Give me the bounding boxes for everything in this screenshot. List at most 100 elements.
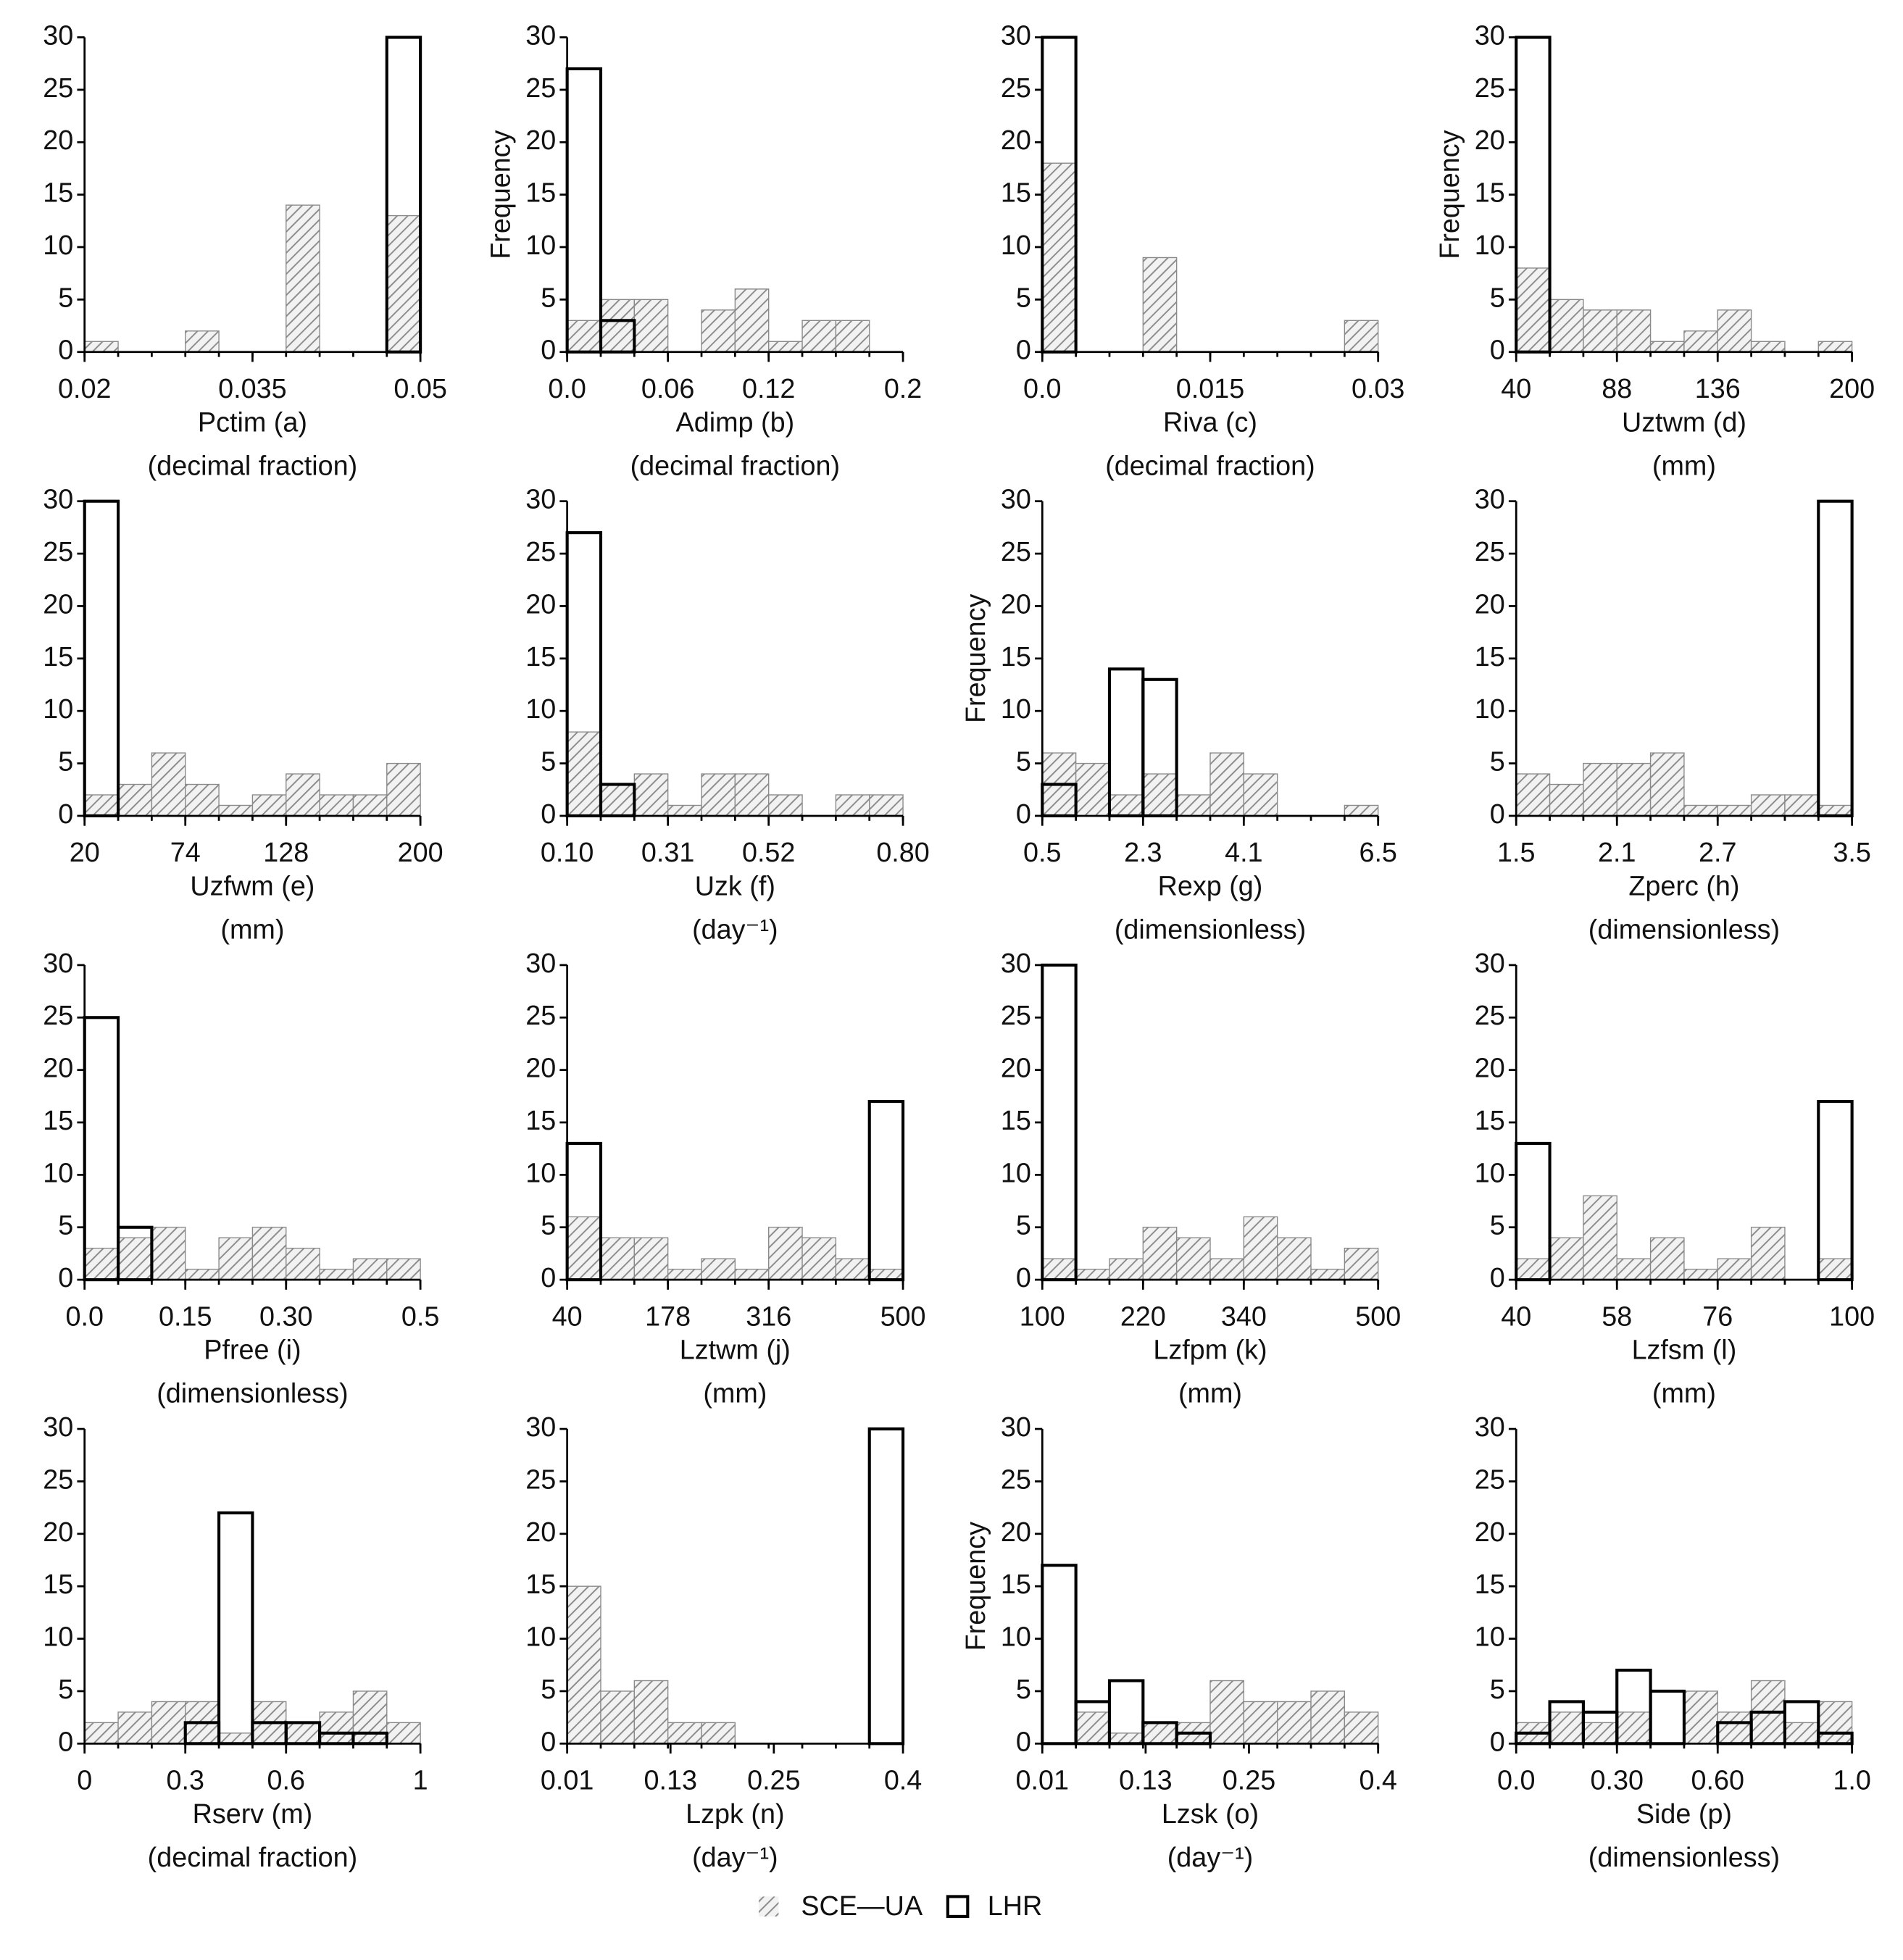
y-tick-label: 0 xyxy=(1490,798,1505,829)
subplot: 0 5 10 15 20 25 30 0.02 0.035 0.05 Pctim (a) (decim… xyxy=(43,20,447,480)
hatched-bar xyxy=(286,1722,320,1745)
subplot: 0 5 10 15 20 25 30 40 58 76 100 Lzfsm (l) (mm) xyxy=(1475,948,1875,1409)
y-tick-label: 20 xyxy=(1001,125,1031,155)
y-tick-label: 0 xyxy=(1016,798,1031,829)
hatched-bar xyxy=(600,783,636,817)
x-tick-label: 500 xyxy=(1355,1301,1401,1331)
y-tick-label: 30 xyxy=(525,484,556,514)
y-tick-label: 10 xyxy=(1001,230,1031,260)
hatched-bar xyxy=(566,1216,601,1280)
x-tick-label: 0.03 xyxy=(1352,373,1404,404)
y-tick-label: 30 xyxy=(1475,20,1505,50)
y-tick-label: 25 xyxy=(1001,1000,1031,1030)
hatched-bar xyxy=(633,299,669,353)
y-tick-label: 0 xyxy=(541,335,556,365)
hatched-bar xyxy=(1616,1711,1652,1745)
hatched-bar xyxy=(1276,1701,1312,1745)
hatched-bar xyxy=(734,773,770,817)
y-tick-label: 10 xyxy=(43,1622,73,1652)
hatched-bar xyxy=(566,320,601,353)
legend-swatch xyxy=(758,1896,779,1917)
hatched-bar xyxy=(286,773,320,817)
y-tick-label: 10 xyxy=(1001,693,1031,724)
hatched-bar xyxy=(869,794,904,817)
y-tick-label: 5 xyxy=(58,282,73,312)
hatched-bar xyxy=(701,1722,736,1745)
subplot: 0 5 10 15 20 25 30 0.0 0.06 0.12 0.2 Adimp (b) (deci… xyxy=(485,20,922,480)
hatched-bar xyxy=(1649,1237,1685,1280)
hatched-bar xyxy=(1683,1268,1718,1280)
hatched-bar xyxy=(1175,1237,1211,1280)
y-tick-label: 25 xyxy=(43,536,73,567)
outline-bar xyxy=(1041,1564,1078,1746)
outline-bar xyxy=(1041,963,1078,1282)
y-tick-label: 20 xyxy=(1475,1517,1505,1547)
subplot: 0 5 10 15 20 25 30 0.01 0.13 0.25 0.4 Lzpk (n) (day⁻… xyxy=(525,1411,922,1872)
hatched-bar xyxy=(600,299,636,353)
x-tick-label: 0.13 xyxy=(1119,1765,1172,1796)
outline-bar xyxy=(867,1100,905,1282)
hatched-bar xyxy=(117,1237,153,1280)
y-tick-label: 0 xyxy=(58,335,73,365)
hatched-bar xyxy=(1583,309,1617,353)
y-tick-label: 20 xyxy=(525,588,556,619)
x-tick-label: 0.0 xyxy=(1023,373,1061,404)
hatched-bar xyxy=(1243,1701,1278,1745)
y-tick-label: 30 xyxy=(1001,484,1031,514)
outline-bar xyxy=(565,67,603,354)
hatched-bar xyxy=(1142,773,1178,817)
hatched-bar xyxy=(1549,783,1584,817)
x-tick-label: 1.5 xyxy=(1497,837,1535,867)
y-tick-label: 15 xyxy=(43,641,73,672)
hatched-bar xyxy=(1515,1258,1551,1280)
x-axis-label: Side (p) xyxy=(1636,1798,1732,1829)
x-tick-label: 40 xyxy=(552,1301,583,1331)
y-tick-label: 10 xyxy=(43,693,73,724)
y-tick-label: 25 xyxy=(1475,1000,1505,1030)
y-tick-label: 15 xyxy=(43,1569,73,1599)
hatched-bar xyxy=(386,1722,421,1745)
hatched-bar xyxy=(1549,1237,1584,1280)
x-axis-label: Rserv (m) xyxy=(193,1798,313,1829)
y-tick-label: 20 xyxy=(525,125,556,155)
hatched-bar xyxy=(1683,330,1718,353)
hatched-bar xyxy=(667,804,702,817)
y-tick-label: 10 xyxy=(1475,1157,1505,1188)
outline-bar xyxy=(867,1427,905,1746)
hatched-bar xyxy=(185,1268,220,1280)
x-tick-label: 316 xyxy=(746,1301,791,1331)
hatched-bar xyxy=(1717,1711,1752,1745)
y-tick-label: 20 xyxy=(43,588,73,619)
x-tick-label: 0.0 xyxy=(65,1301,103,1331)
x-tick-label: 4.1 xyxy=(1225,837,1262,867)
hatched-bar xyxy=(1750,1227,1786,1280)
x-axis-unit: (day⁻¹) xyxy=(692,914,778,945)
y-tick-label: 5 xyxy=(1016,1674,1031,1704)
x-tick-label: 0.6 xyxy=(267,1765,305,1796)
y-tick-label: 15 xyxy=(1001,1569,1031,1599)
y-tick-label: 30 xyxy=(43,1411,73,1442)
hatched-bar xyxy=(667,1722,702,1745)
x-axis-label: Pctim (a) xyxy=(198,406,307,437)
y-tick-label: 0 xyxy=(1490,1262,1505,1293)
y-tick-label: 20 xyxy=(43,1053,73,1083)
y-tick-label: 20 xyxy=(1475,1053,1505,1083)
y-tick-label: 20 xyxy=(43,1517,73,1547)
y-tick-label: 0 xyxy=(58,1726,73,1756)
hatched-bar xyxy=(1515,773,1551,817)
y-tick-label: 30 xyxy=(1001,1411,1031,1442)
hatched-bar xyxy=(1175,794,1211,817)
hatched-bar xyxy=(218,1237,254,1280)
x-tick-label: 76 xyxy=(1702,1301,1733,1331)
x-tick-label: 6.5 xyxy=(1359,837,1396,867)
x-axis-label: Lzfsm (l) xyxy=(1632,1335,1737,1365)
x-axis-unit: (dimensionless) xyxy=(1115,914,1306,945)
y-tick-label: 15 xyxy=(1475,641,1505,672)
y-tick-label: 20 xyxy=(43,125,73,155)
hatched-bar xyxy=(1209,752,1245,817)
hatched-bar xyxy=(1683,804,1718,817)
x-axis-label: Riva (c) xyxy=(1163,406,1257,437)
x-axis-label: Zperc (h) xyxy=(1628,870,1739,901)
x-tick-label: 0.80 xyxy=(876,837,929,867)
y-tick-label: 20 xyxy=(1475,125,1505,155)
